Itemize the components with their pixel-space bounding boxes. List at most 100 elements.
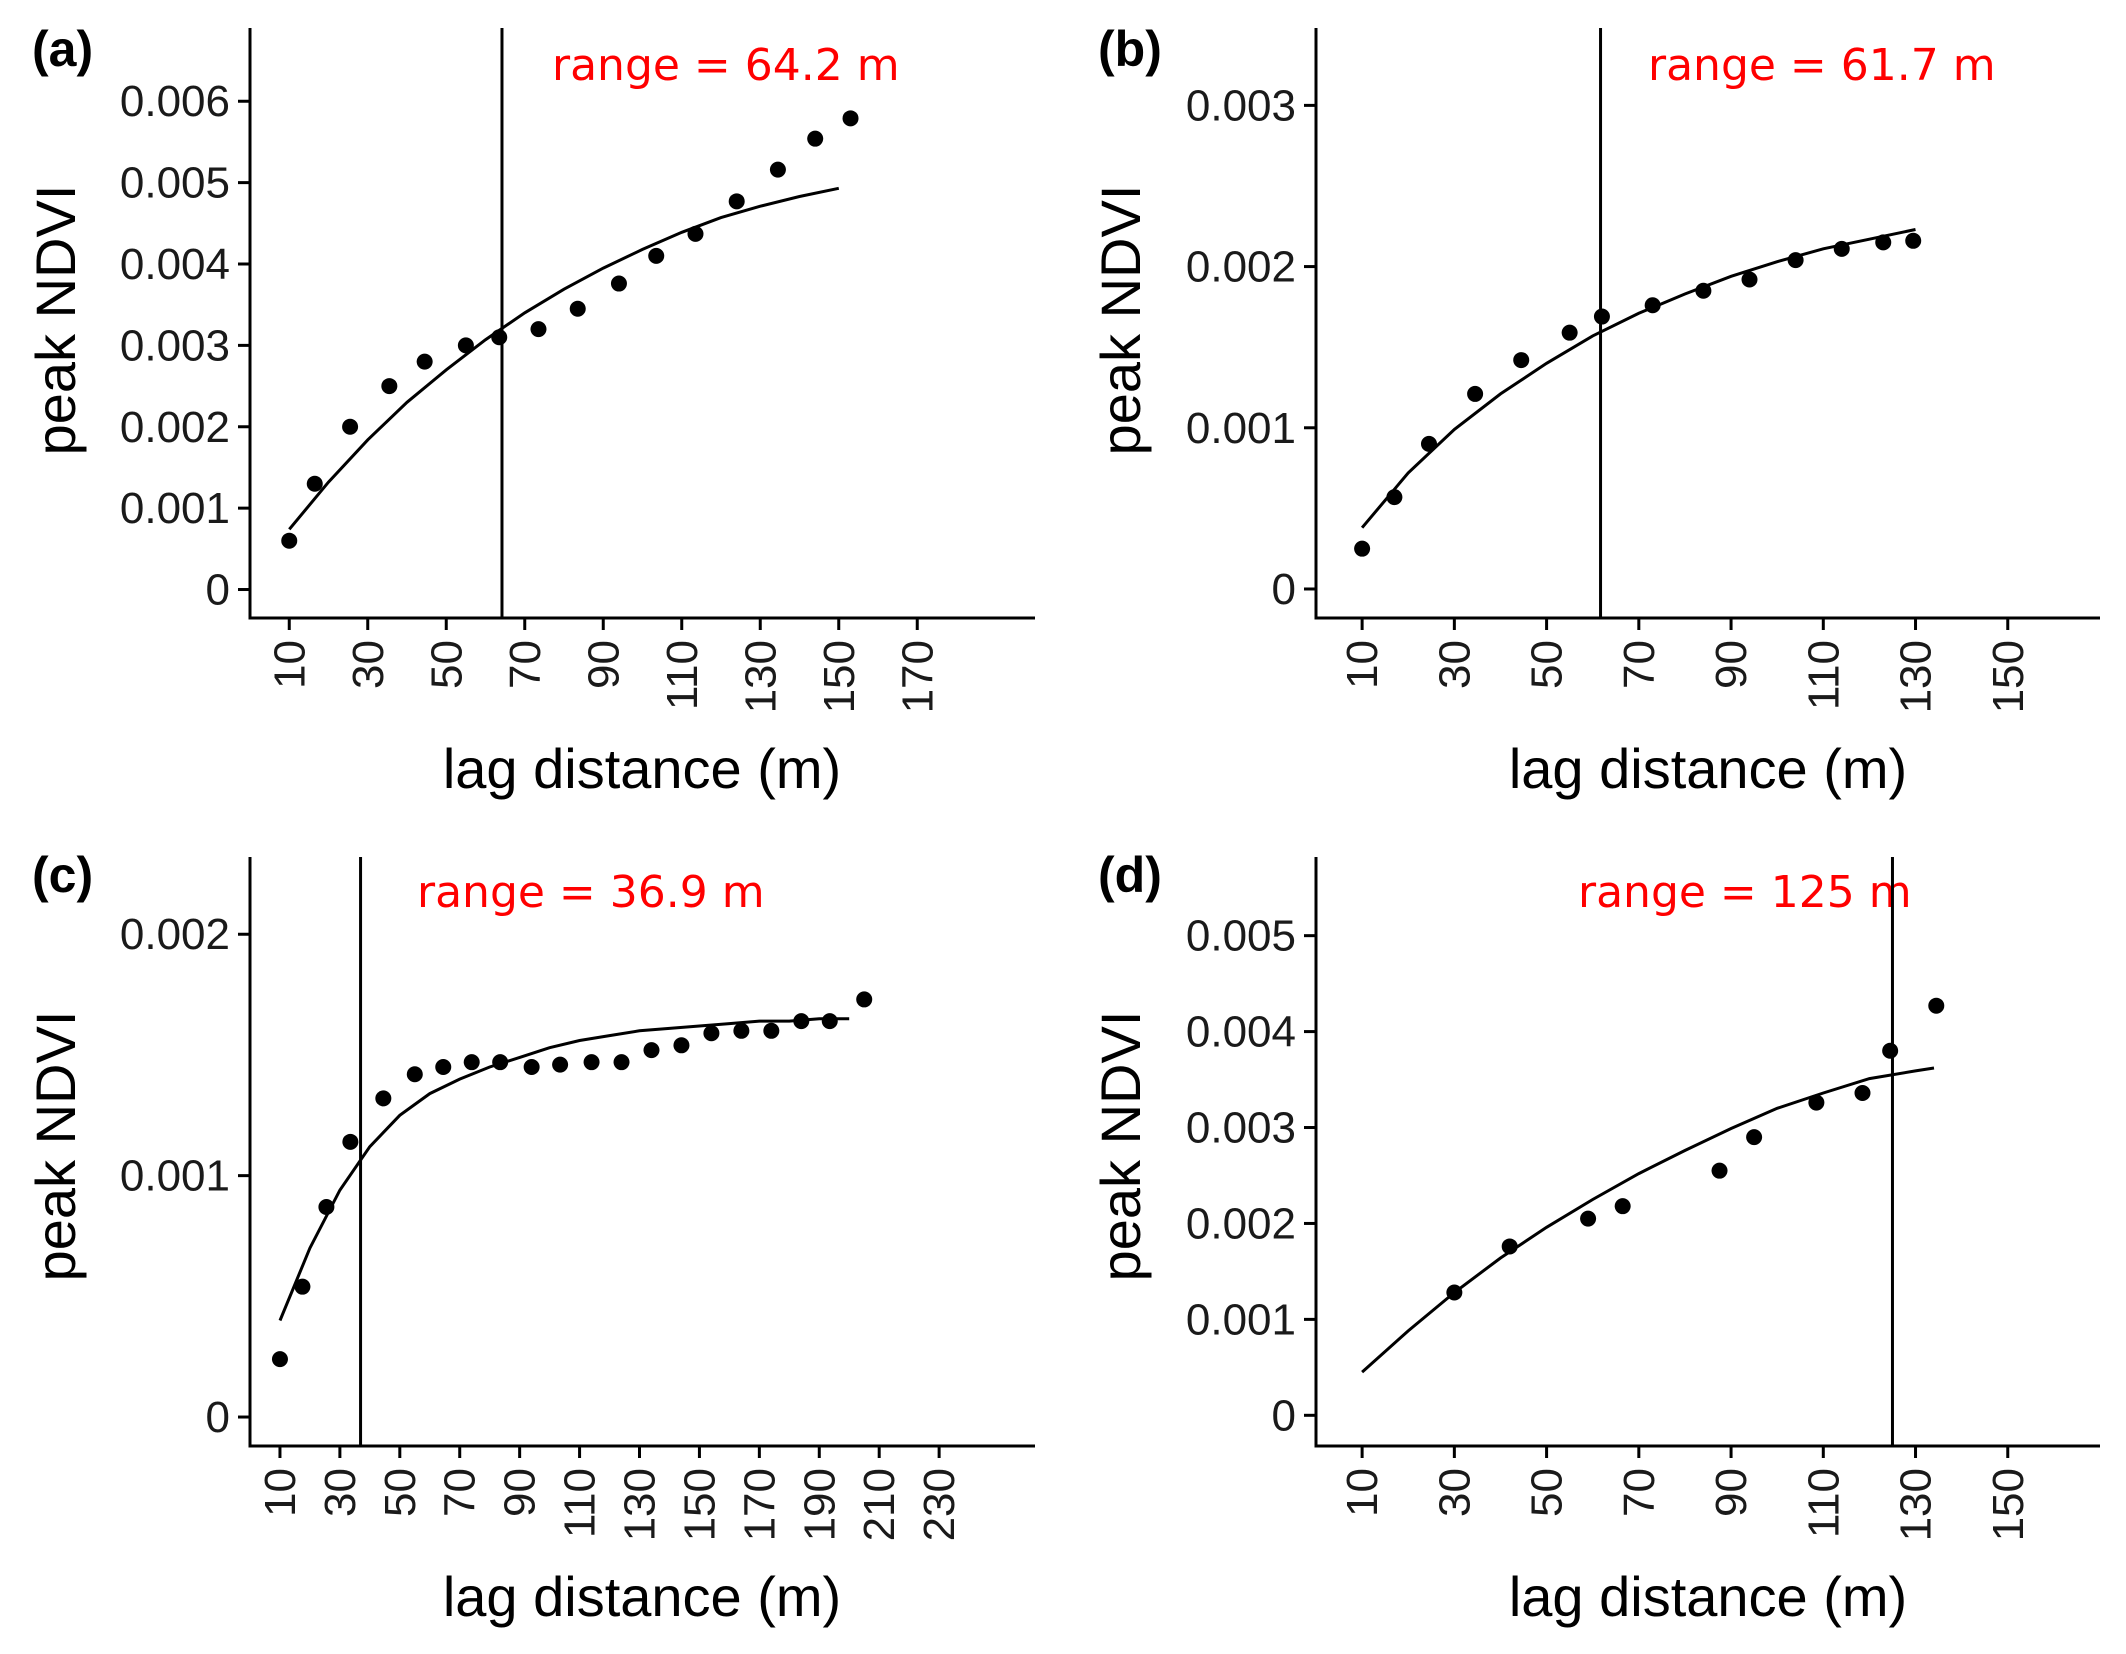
y-tick-label-a: 0.004 <box>120 240 230 289</box>
data-point-a <box>807 130 824 147</box>
x-tick-label-c: 150 <box>675 1468 724 1541</box>
fit-curve-c <box>278 1017 850 1322</box>
data-point-b <box>1905 232 1922 249</box>
x-tick-label-a: 50 <box>422 640 471 689</box>
data-point-a <box>306 475 323 492</box>
panel-label-b: (b) <box>1098 21 1162 77</box>
x-tick-label-c: 70 <box>436 1468 485 1517</box>
data-point-a <box>569 300 586 317</box>
range-annotation-b: range = 61.7 m <box>1648 40 1996 91</box>
x-tick-label-c: 50 <box>376 1468 425 1517</box>
data-point-c <box>703 1025 720 1042</box>
fit-curve-a <box>288 186 840 531</box>
y-tick-label-a: 0.002 <box>120 403 230 452</box>
x-tick-label-b: 150 <box>1984 640 2033 713</box>
x-tick-label-c: 130 <box>616 1468 665 1541</box>
panel-label-a: (a) <box>32 21 93 77</box>
x-tick-label-d: 150 <box>1984 1468 2033 1541</box>
x-tick-label-a: 130 <box>736 640 785 713</box>
x-tick-label-d: 130 <box>1892 1468 1941 1541</box>
data-point-b <box>1644 297 1661 314</box>
data-point-c <box>342 1133 359 1150</box>
fit-curve-d <box>1361 1066 1935 1374</box>
data-point-a <box>610 275 627 292</box>
data-point-b <box>1787 252 1804 269</box>
y-tick-label-b: 0.003 <box>1186 81 1296 130</box>
data-point-c <box>856 991 873 1008</box>
data-point-b <box>1513 352 1530 369</box>
data-point-d <box>1928 997 1945 1014</box>
y-tick-label-c: 0 <box>206 1393 230 1442</box>
y-axis-title-d: peak NDVI <box>1089 1011 1152 1282</box>
x-tick-label-a: 110 <box>658 640 707 710</box>
data-point-a <box>769 161 786 178</box>
y-tick-label-d: 0.002 <box>1186 1199 1296 1248</box>
y-tick-label-d: 0.001 <box>1186 1295 1296 1344</box>
x-tick-label-b: 10 <box>1338 640 1387 689</box>
data-point-d <box>1446 1284 1463 1301</box>
y-axis-title-b: peak NDVI <box>1089 185 1152 456</box>
x-tick-label-d: 10 <box>1338 1468 1387 1517</box>
y-tick-label-b: 0.002 <box>1186 243 1296 292</box>
y-tick-label-a: 0.001 <box>120 484 230 533</box>
x-tick-label-b: 110 <box>1799 640 1848 710</box>
x-tick-label-c: 190 <box>795 1468 844 1541</box>
y-tick-label-d: 0.003 <box>1186 1104 1296 1153</box>
data-point-b <box>1420 435 1437 452</box>
x-tick-label-a: 70 <box>501 640 550 689</box>
panel-label-d: (d) <box>1098 847 1162 903</box>
x-tick-label-a: 90 <box>579 640 628 689</box>
data-point-b <box>1695 282 1712 299</box>
data-point-a <box>728 193 745 210</box>
data-point-b <box>1386 489 1403 506</box>
x-tick-label-c: 210 <box>855 1468 904 1541</box>
data-point-d <box>1808 1094 1825 1111</box>
data-point-c <box>821 1013 838 1030</box>
data-point-c <box>406 1066 423 1083</box>
y-tick-label-a: 0 <box>206 566 230 615</box>
x-tick-label-b: 50 <box>1523 640 1572 689</box>
x-tick-label-b: 30 <box>1430 640 1479 689</box>
x-tick-label-c: 10 <box>256 1468 305 1517</box>
y-tick-label-d: 0.004 <box>1186 1008 1296 1057</box>
data-point-c <box>673 1037 690 1054</box>
data-point-a <box>381 378 398 395</box>
data-point-a <box>687 225 704 242</box>
x-tick-label-a: 150 <box>815 640 864 713</box>
x-axis-title-d: lag distance (m) <box>1509 1565 1907 1628</box>
x-tick-label-d: 30 <box>1430 1468 1479 1517</box>
x-tick-label-a: 10 <box>265 640 314 689</box>
data-point-a <box>457 337 474 354</box>
x-tick-label-c: 110 <box>556 1468 605 1538</box>
fit-curve-b <box>1360 228 1916 529</box>
data-point-d <box>1501 1238 1518 1255</box>
y-tick-label-d: 0 <box>1272 1391 1296 1440</box>
range-annotation-a: range = 64.2 m <box>552 40 900 91</box>
x-tick-label-c: 90 <box>496 1468 545 1517</box>
data-point-a <box>530 321 547 338</box>
x-tick-label-a: 170 <box>893 640 942 713</box>
data-point-b <box>1875 234 1892 251</box>
data-point-d <box>1882 1042 1899 1059</box>
y-tick-label-a: 0.006 <box>120 77 230 126</box>
x-axis-title-a: lag distance (m) <box>443 737 841 800</box>
x-tick-label-b: 130 <box>1892 640 1941 713</box>
data-point-b <box>1833 240 1850 257</box>
y-tick-label-a: 0.003 <box>120 321 230 370</box>
data-point-c <box>523 1059 540 1076</box>
data-point-d <box>1746 1129 1763 1146</box>
x-tick-label-b: 70 <box>1615 640 1664 689</box>
data-point-d <box>1854 1084 1871 1101</box>
y-axis-title-c: peak NDVI <box>24 1011 87 1282</box>
data-point-c <box>763 1022 780 1039</box>
panel-c: (c) range = 36.9 m peak NDVI lag distanc… <box>24 847 1035 1628</box>
data-point-c <box>271 1351 288 1368</box>
y-axis-title-a: peak NDVI <box>24 185 87 456</box>
x-tick-label-d: 90 <box>1707 1468 1756 1517</box>
data-point-a <box>842 110 859 127</box>
data-point-d <box>1614 1198 1631 1215</box>
panel-b: (b) range = 61.7 m peak NDVI lag distanc… <box>1089 21 2100 800</box>
data-point-c <box>643 1042 660 1059</box>
panel-d: (d) range = 125 m peak NDVI lag distance… <box>1089 847 2100 1628</box>
data-point-c <box>375 1090 392 1107</box>
